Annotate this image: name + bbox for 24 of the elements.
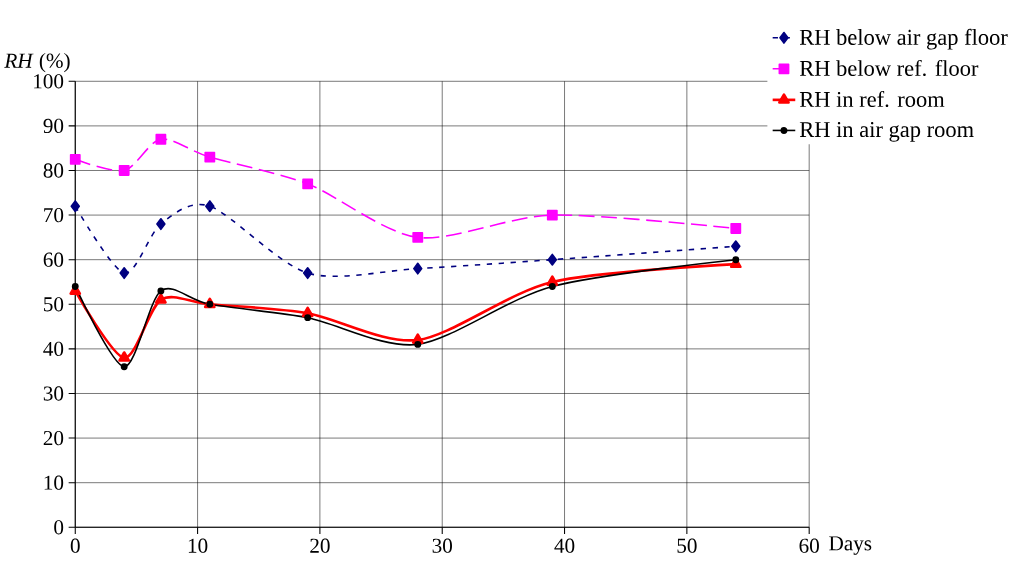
y-tick-label: 80 [43, 163, 64, 178]
y-tick-label: 0 [54, 520, 64, 535]
y-axis-title: RH (%) [4, 53, 70, 73]
legend-label: RH below air gap floor [799, 29, 1008, 50]
y-tick-label: 40 [43, 341, 64, 357]
y-tick-label: 10 [44, 475, 64, 491]
x-tick-label: 30 [432, 538, 452, 554]
y-tick-label: 70 [44, 208, 64, 223]
x-tick-label: 10 [188, 538, 208, 554]
legend-label: RH in ref. room [799, 91, 945, 108]
y-tick-label: 20 [43, 431, 64, 446]
y-tick-label: 30 [43, 386, 64, 401]
y-tick-label: 50 [44, 297, 64, 312]
legend-label: RH below ref. floor [799, 60, 979, 77]
x-tick-label: 0 [70, 538, 80, 554]
x-tick-label: 40 [554, 538, 575, 554]
x-tick-label: 60 [799, 538, 819, 554]
x-axis-title: Days [829, 536, 872, 556]
x-tick-label: 20 [310, 538, 330, 554]
x-tick-label: 50 [677, 538, 697, 554]
y-tick-label: 100 [34, 74, 64, 89]
legend-label: RH in air gap room [799, 122, 974, 142]
y-tick-label: 60 [43, 252, 64, 268]
y-tick-label: 90 [43, 118, 64, 134]
